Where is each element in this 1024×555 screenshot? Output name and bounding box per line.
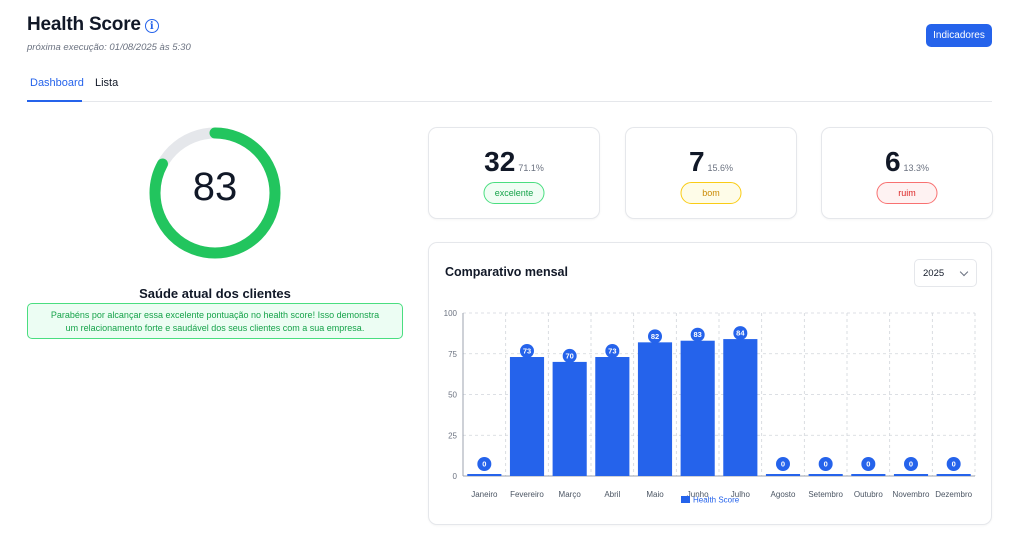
legend-swatch: [681, 496, 690, 503]
data-label-badge: [861, 457, 876, 471]
tab-dashboard[interactable]: Dashboard: [30, 77, 84, 89]
bar: [552, 361, 587, 476]
data-label: 73: [523, 347, 531, 356]
data-label: 0: [482, 460, 486, 469]
data-label: 0: [909, 460, 913, 469]
data-label: 84: [736, 329, 745, 338]
x-tick-label: Agosto: [771, 490, 796, 499]
data-label-badge: [648, 329, 662, 344]
gauge-progress: [149, 127, 281, 259]
health-label: Saúde atual dos clientes: [139, 286, 291, 301]
year-select[interactable]: 2025: [914, 259, 977, 287]
bar: [467, 474, 502, 476]
congrats-message: Parabéns por alcançar essa excelente pon…: [27, 303, 403, 339]
data-label: 73: [608, 347, 616, 356]
data-label: 82: [651, 332, 659, 341]
y-tick-label: 0: [453, 472, 458, 481]
stat-count: 7: [688, 146, 705, 177]
x-tick-label: Fevereiro: [510, 490, 544, 499]
year-select-value: 2025: [923, 267, 945, 279]
y-tick-label: 25: [448, 431, 457, 440]
data-label-badge: [690, 327, 705, 342]
status-badge-bom: bom: [680, 182, 742, 204]
tab-bar: Dashboard Lista: [27, 70, 992, 102]
status-badge-excelente: excelente: [483, 182, 545, 204]
x-tick-label: Setembro: [808, 490, 843, 499]
y-tick-label: 75: [448, 350, 457, 359]
bar: [637, 342, 673, 476]
monthly-bar-chart: 0 25 50 75 100 0 Janeiro 73 Fevereiro 70 Março 73 Ab…: [444, 309, 976, 505]
data-label: 0: [824, 460, 828, 469]
data-label-badge: [477, 457, 492, 471]
bar: [893, 474, 929, 476]
stat-percent: 15.6%: [707, 163, 734, 173]
x-tick-label: Junho: [687, 490, 709, 499]
gauge-value: 83: [192, 165, 238, 209]
legend-label: Health Score: [693, 496, 740, 505]
stat-percent: 71.1%: [518, 163, 544, 173]
chevron-down-icon: [959, 267, 969, 277]
tab-lista[interactable]: Lista: [95, 77, 119, 89]
x-tick-label: Novembro: [893, 490, 930, 499]
next-run-text: próxima execução: 01/08/2025 às 5:30: [27, 42, 191, 53]
stat-card-bom: 7 15.6% bom: [625, 127, 797, 219]
y-tick-label: 50: [448, 391, 457, 400]
bar: [680, 340, 715, 476]
x-tick-label: Abril: [604, 490, 620, 499]
page-header: Health Score i próxima execução: 01/08/2…: [27, 14, 191, 53]
page-title: Health Score: [27, 14, 141, 35]
health-gauge: [149, 127, 281, 259]
data-label: 0: [952, 460, 956, 469]
data-label-badge: [818, 457, 833, 471]
data-label: 0: [866, 460, 870, 469]
data-label-badge: [776, 457, 790, 471]
data-label-badge: [520, 344, 534, 359]
stat-count: 32: [484, 146, 516, 177]
data-label-badge: [605, 344, 620, 359]
x-tick-label: Março: [559, 490, 582, 499]
data-label: 70: [565, 351, 573, 360]
status-badge-ruim: ruim: [876, 182, 938, 204]
x-tick-label: Janeiro: [471, 490, 498, 499]
bar: [936, 474, 971, 476]
data-label: 0: [781, 460, 785, 469]
indicators-button[interactable]: Indicadores: [926, 24, 992, 47]
x-tick-label: Dezembro: [935, 490, 972, 499]
monthly-chart-card: 0 25 50 75 100 0 Janeiro 73 Fevereiro 70 Março 73 Ab…: [428, 242, 992, 525]
stat-count: 6: [884, 146, 901, 177]
stat-card-ruim: 6 13.3% ruim: [821, 127, 993, 219]
stat-card-excelente: 32 71.1% excelente: [428, 127, 600, 219]
data-label: 83: [693, 330, 701, 339]
chart-title: Comparativo mensal: [445, 265, 568, 279]
bar: [595, 357, 630, 476]
data-label-badge: [562, 348, 577, 363]
bar: [723, 339, 758, 476]
x-tick-label: Julho: [731, 490, 751, 499]
info-icon[interactable]: i: [144, 19, 159, 33]
stat-percent: 13.3%: [903, 163, 930, 173]
bar: [808, 474, 843, 476]
x-tick-label: Outubro: [854, 490, 883, 499]
bar: [851, 474, 886, 476]
data-label-badge: [946, 457, 961, 471]
y-tick-label: 100: [444, 309, 458, 318]
bar: [765, 474, 801, 476]
active-tab-indicator: [27, 100, 82, 102]
data-label-badge: [733, 326, 748, 341]
bar: [509, 357, 545, 476]
data-label-badge: [904, 457, 918, 471]
x-tick-label: Maio: [646, 490, 664, 499]
